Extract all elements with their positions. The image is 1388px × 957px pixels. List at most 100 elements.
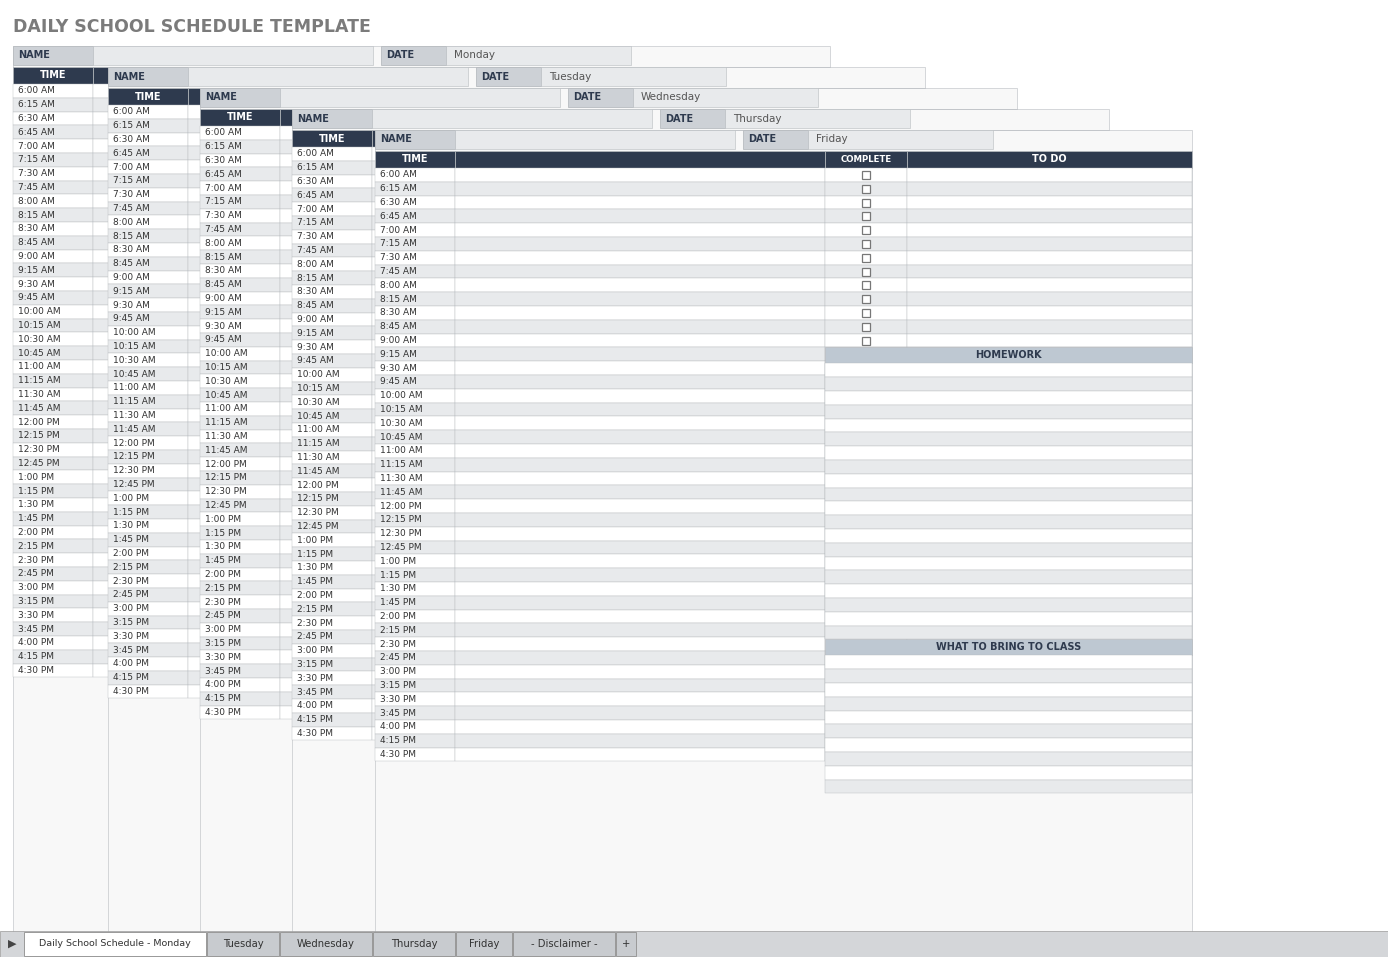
Bar [12, 181, 93, 194]
Bar [12, 139, 93, 153]
Text: 1:15 PM: 1:15 PM [205, 528, 242, 538]
Bar [824, 299, 1109, 313]
Text: 7:30 AM: 7:30 AM [297, 233, 335, 241]
Bar [558, 491, 640, 505]
Bar [372, 616, 743, 630]
Bar [824, 669, 1192, 683]
Bar [280, 415, 650, 430]
Bar [375, 665, 455, 679]
Bar [464, 622, 545, 636]
Bar [558, 367, 640, 381]
Bar [12, 374, 93, 388]
Bar [12, 622, 93, 636]
Bar [824, 598, 1192, 612]
Bar [558, 119, 640, 133]
Text: 2:45 PM: 2:45 PM [205, 612, 242, 620]
Text: 11:00 AM: 11:00 AM [112, 384, 155, 392]
Bar [545, 401, 830, 415]
Bar [200, 582, 280, 595]
Text: 9:15 AM: 9:15 AM [205, 308, 242, 317]
Bar [640, 215, 924, 229]
Bar [291, 589, 372, 602]
Bar [280, 485, 650, 499]
Bar [200, 140, 280, 154]
Bar [375, 472, 455, 485]
Bar [558, 505, 640, 519]
Bar [824, 699, 1109, 713]
Bar [650, 485, 731, 499]
Bar [906, 375, 1192, 389]
Bar [824, 547, 1109, 561]
Text: 12:15 PM: 12:15 PM [297, 495, 339, 503]
Bar [372, 685, 743, 699]
Bar [455, 195, 824, 210]
Bar [464, 567, 545, 581]
Bar [906, 264, 1192, 278]
Bar [464, 512, 545, 525]
Bar [862, 281, 870, 289]
Bar [650, 109, 731, 126]
Bar [464, 415, 545, 429]
Bar [280, 402, 650, 415]
Bar [464, 194, 545, 209]
Bar [200, 374, 280, 389]
Bar [12, 525, 93, 540]
Bar [824, 657, 1109, 672]
Bar [93, 98, 464, 112]
Bar [906, 168, 1192, 182]
Text: 12:45 PM: 12:45 PM [380, 543, 422, 552]
Bar [558, 630, 640, 643]
Bar [108, 519, 187, 533]
Text: 7:00 AM: 7:00 AM [297, 205, 335, 213]
Bar [200, 471, 280, 485]
Bar [93, 167, 464, 181]
Bar [640, 657, 924, 671]
Bar [558, 174, 640, 188]
Bar [200, 361, 280, 374]
Bar [280, 333, 650, 346]
Bar [108, 533, 187, 546]
Bar [187, 299, 558, 312]
Bar [108, 284, 187, 299]
Text: 12:30 PM: 12:30 PM [205, 487, 247, 496]
Bar [375, 278, 455, 292]
Bar [906, 389, 1192, 403]
Bar [291, 395, 372, 410]
Bar [12, 663, 93, 678]
Bar [545, 650, 830, 663]
Bar [280, 623, 650, 636]
Bar [650, 333, 731, 346]
Bar [200, 305, 280, 320]
Bar [650, 292, 731, 305]
Bar [464, 388, 545, 401]
Bar [650, 154, 731, 167]
Bar [545, 498, 830, 512]
Bar [545, 581, 830, 594]
Text: COMPLETE: COMPLETE [758, 134, 809, 143]
Bar [464, 498, 545, 512]
Bar [731, 195, 1017, 209]
Bar [187, 395, 558, 409]
Bar [824, 685, 1109, 699]
Bar [640, 436, 924, 450]
Bar [558, 546, 640, 561]
Bar [207, 932, 279, 956]
Bar [558, 312, 640, 325]
Bar [455, 375, 824, 389]
Bar [558, 464, 640, 478]
Bar [558, 88, 640, 105]
Bar [187, 312, 558, 325]
Bar [743, 313, 824, 326]
Text: 1:45 PM: 1:45 PM [297, 577, 333, 587]
Bar [108, 574, 187, 588]
Bar [824, 575, 1109, 589]
Bar [545, 153, 830, 167]
Bar [93, 194, 464, 209]
Text: 8:15 AM: 8:15 AM [297, 274, 335, 282]
Text: 12:15 PM: 12:15 PM [112, 453, 154, 461]
Bar [824, 474, 1192, 488]
Bar [464, 291, 545, 304]
Bar [375, 182, 455, 195]
Bar [558, 160, 640, 174]
Bar [824, 418, 1192, 433]
